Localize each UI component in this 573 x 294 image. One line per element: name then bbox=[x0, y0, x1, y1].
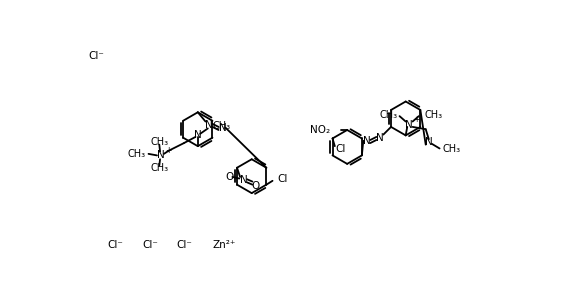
Text: Cl⁻: Cl⁻ bbox=[176, 240, 193, 250]
Text: CH₃: CH₃ bbox=[424, 110, 442, 120]
Text: CH₃: CH₃ bbox=[150, 136, 168, 146]
Text: CH₃: CH₃ bbox=[443, 144, 461, 154]
Text: Cl: Cl bbox=[277, 173, 288, 183]
Text: N: N bbox=[425, 136, 433, 146]
Text: Cl⁻: Cl⁻ bbox=[108, 240, 123, 250]
Text: CH₃: CH₃ bbox=[379, 110, 397, 120]
Text: CH₃: CH₃ bbox=[213, 121, 230, 131]
Text: O: O bbox=[225, 172, 233, 182]
Text: Cl: Cl bbox=[336, 144, 346, 154]
Text: O: O bbox=[252, 181, 260, 191]
Text: Cl⁻: Cl⁻ bbox=[88, 51, 104, 61]
Text: Cl⁻: Cl⁻ bbox=[142, 240, 158, 250]
Text: N: N bbox=[194, 130, 202, 140]
Text: N: N bbox=[205, 120, 213, 130]
Text: Zn²⁺: Zn²⁺ bbox=[212, 240, 236, 250]
Text: +: + bbox=[413, 115, 420, 124]
Text: CH₃: CH₃ bbox=[127, 149, 146, 159]
Text: N: N bbox=[157, 151, 164, 161]
Text: NO₂: NO₂ bbox=[310, 125, 330, 135]
Text: N: N bbox=[376, 133, 384, 143]
Text: N: N bbox=[240, 175, 248, 185]
Text: N: N bbox=[363, 136, 370, 146]
Text: N: N bbox=[405, 120, 413, 130]
Text: +: + bbox=[166, 146, 172, 155]
Text: N: N bbox=[218, 123, 226, 133]
Text: CH₃: CH₃ bbox=[150, 163, 168, 173]
